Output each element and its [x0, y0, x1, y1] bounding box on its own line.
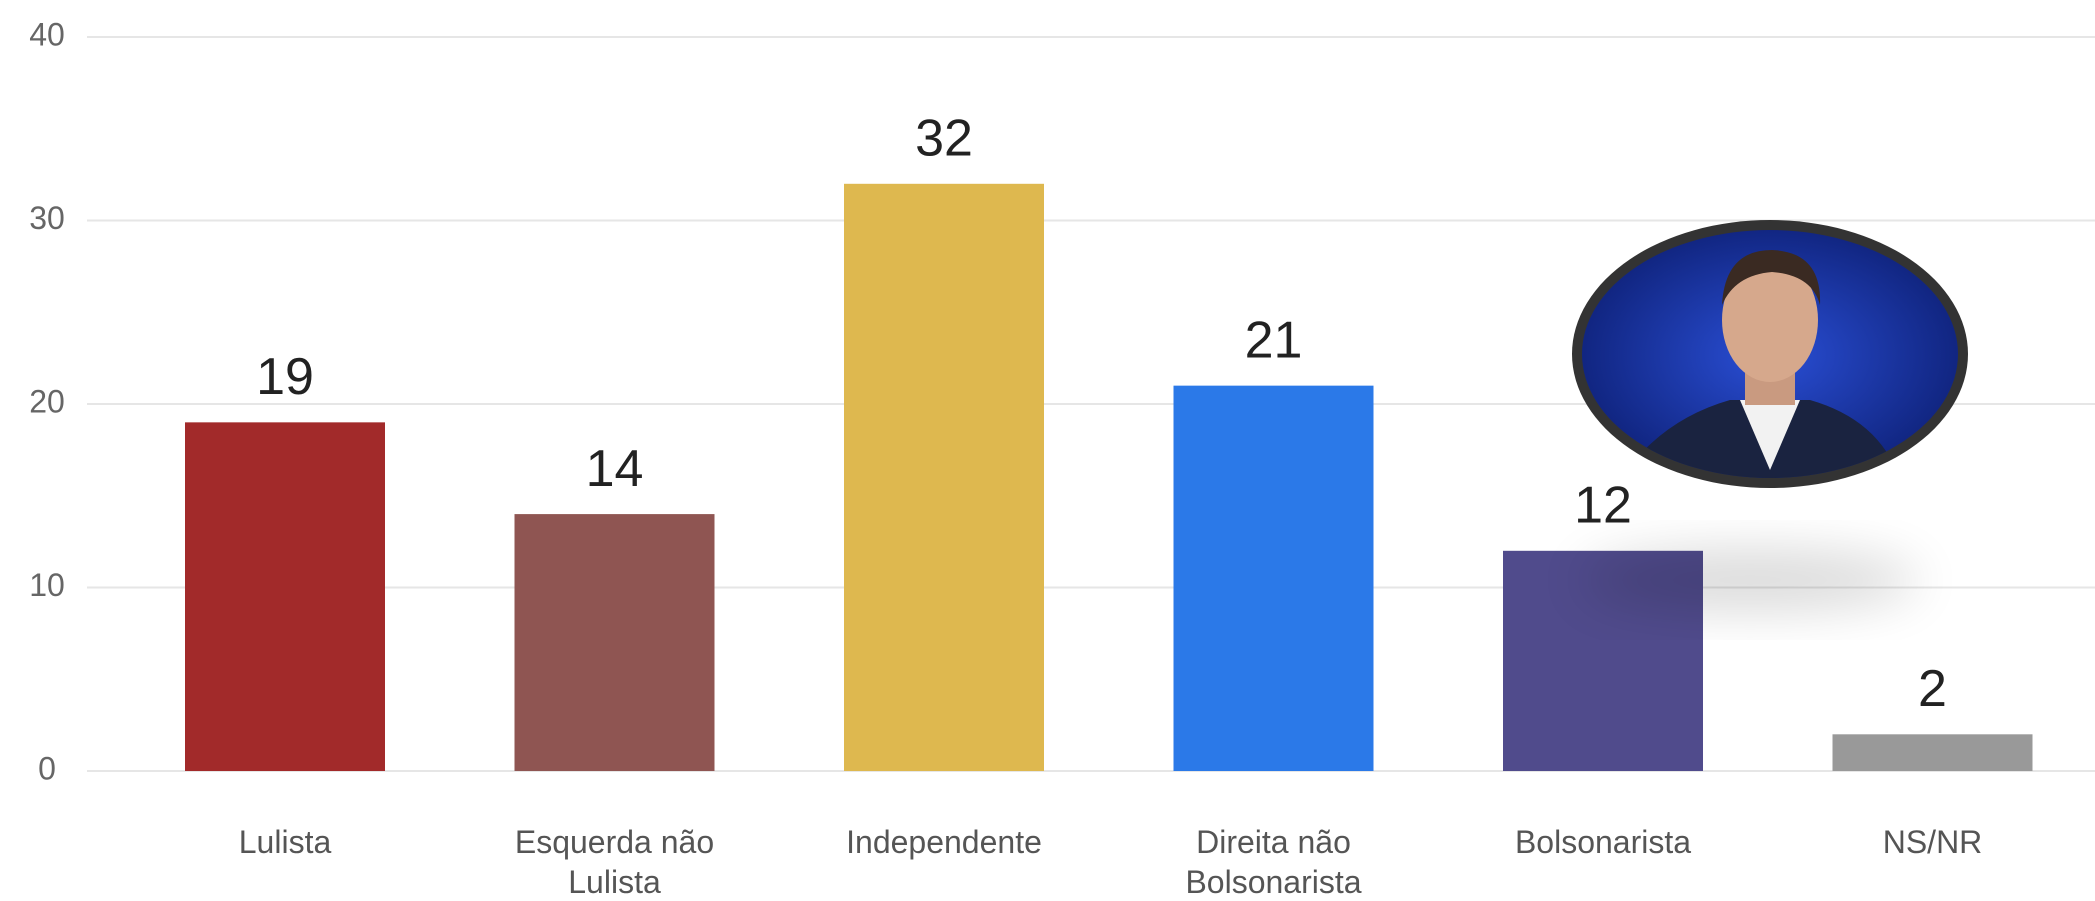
x-tick-label: Esquerda não Lulista [485, 822, 745, 901]
x-tick-label: Independente [814, 822, 1074, 862]
chart: 0 10 20 30 40 19 14 32 21 12 2 [0, 0, 2095, 901]
bar [1174, 386, 1374, 771]
x-tick-label: Direita não Bolsonarista [1144, 822, 1404, 901]
page: {"chart_data": {"type": "bar", "categori… [0, 0, 2095, 901]
y-tick-label: 10 [29, 567, 65, 603]
y-tick-label: 0 [38, 750, 56, 786]
value-label: 21 [1245, 311, 1303, 369]
value-label: 32 [915, 110, 973, 168]
value-label: 2 [1918, 660, 1947, 718]
value-label: 12 [1574, 477, 1632, 535]
bar [1833, 734, 2033, 771]
value-label: 14 [586, 440, 644, 498]
value-label: 19 [256, 348, 314, 406]
x-tick-label: NS/NR [1803, 822, 2063, 862]
bar [844, 184, 1044, 771]
x-tick-label: Lulista [155, 822, 415, 862]
y-tick-label: 40 [29, 16, 65, 52]
y-tick-label: 20 [29, 383, 65, 419]
x-tick-label: Bolsonarista [1473, 822, 1733, 862]
y-tick-label: 30 [29, 200, 65, 236]
bar [185, 422, 385, 771]
bar [515, 514, 715, 771]
